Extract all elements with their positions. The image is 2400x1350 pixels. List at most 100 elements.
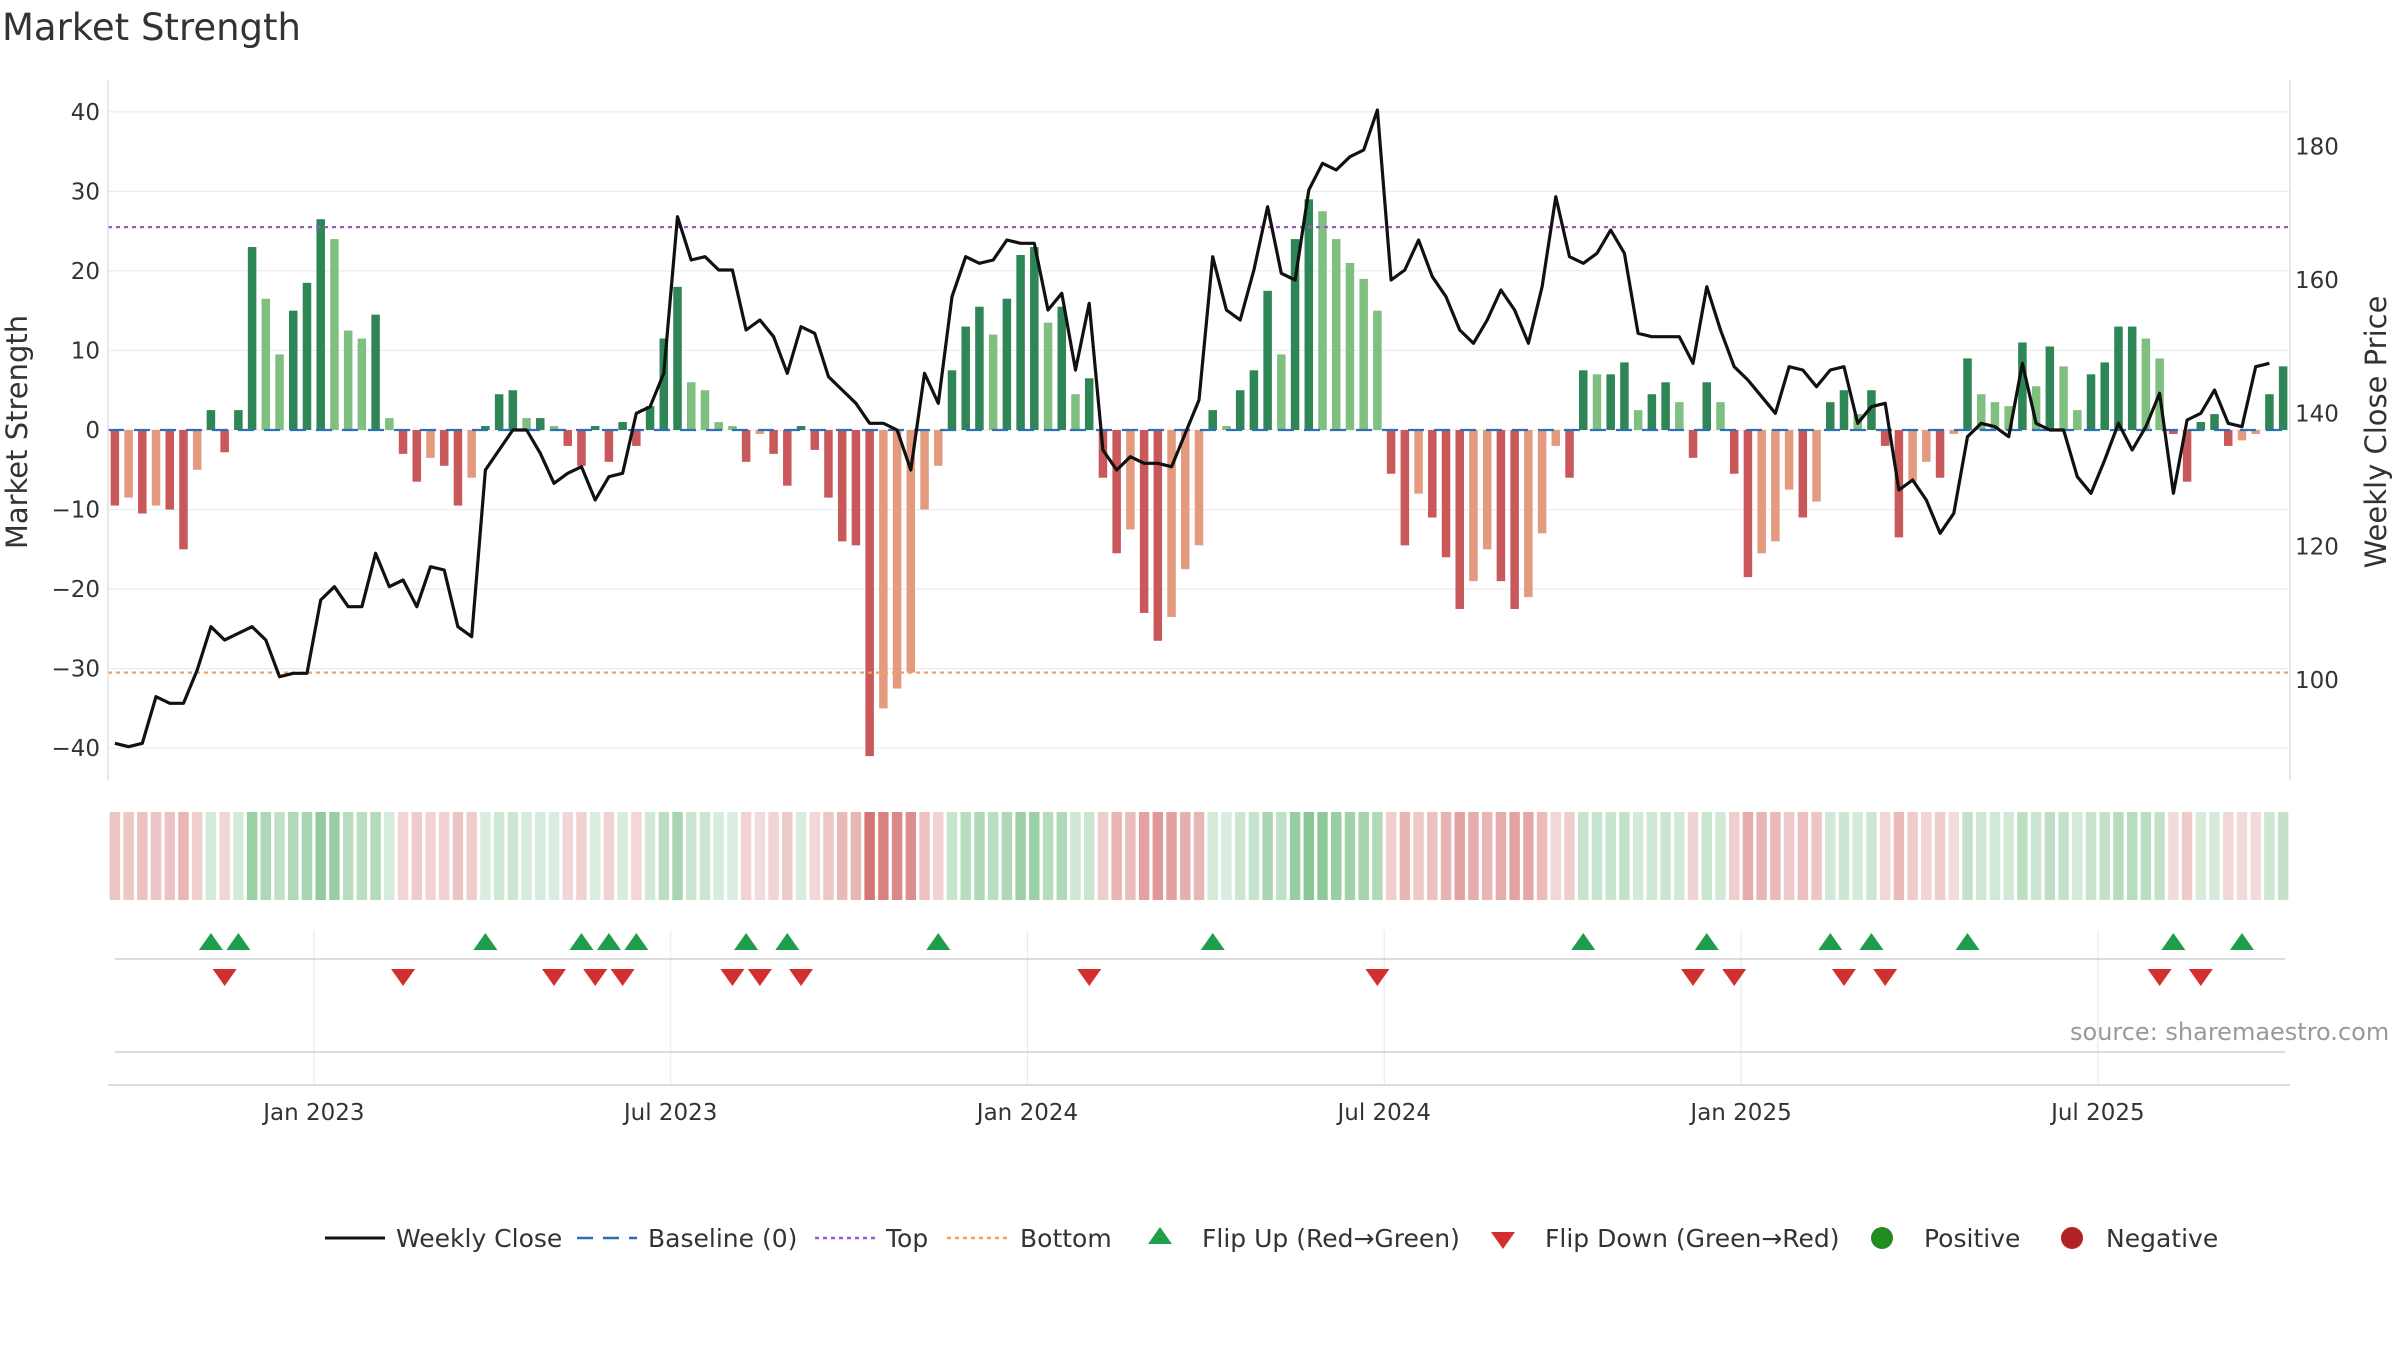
strip-cell <box>137 812 148 900</box>
flip-down-marker <box>1681 969 1706 986</box>
strip-cell <box>589 812 601 900</box>
flip-up-marker <box>596 933 621 950</box>
strength-bar <box>151 430 161 506</box>
flip-up-marker <box>1818 933 1843 950</box>
strip-cell <box>1523 812 1534 900</box>
strength-bar <box>2127 326 2137 430</box>
strength-bar <box>1400 430 1410 546</box>
strip-cell <box>301 812 313 900</box>
strength-bar <box>2223 430 2233 446</box>
strength-bar <box>1373 310 1382 430</box>
strength-bar <box>1757 430 1766 554</box>
strip-cell <box>617 812 628 900</box>
strength-bar <box>769 430 778 454</box>
strength-bar <box>755 430 765 434</box>
strength-bar <box>714 422 723 430</box>
strength-bar <box>481 426 490 430</box>
flip-up-marker <box>1571 933 1596 950</box>
strip-cell <box>768 812 779 900</box>
strip-cell <box>1770 812 1781 900</box>
legend-label: Flip Up (Red→Green) <box>1202 1224 1460 1253</box>
strength-bar <box>1963 358 1972 430</box>
strip-cell <box>1056 812 1067 900</box>
flip-down-marker <box>2188 969 2213 986</box>
right-tick-label: 120 <box>2295 535 2339 561</box>
strip-cell <box>987 812 999 900</box>
strip-cell <box>754 812 766 900</box>
strength-bar <box>165 430 175 510</box>
flip-down-marker <box>391 969 416 986</box>
strength-bar <box>2169 430 2178 434</box>
flip-down-marker <box>747 969 772 986</box>
x-tick-label: Jul 2023 <box>622 1100 718 1126</box>
strip-cell <box>1879 812 1891 900</box>
strip-cell <box>1907 812 1918 900</box>
flip-down-marker <box>1722 969 1747 986</box>
strip-cell <box>1358 812 1369 900</box>
weekly-close-line <box>114 108 2270 749</box>
strip-cell <box>2058 812 2069 900</box>
strength-bar <box>604 430 614 462</box>
strength-bar <box>1647 394 1657 430</box>
strip-cell <box>1221 812 1232 900</box>
legend-label: Weekly Close <box>396 1224 562 1253</box>
strength-bar <box>1784 430 1794 490</box>
strip-cell <box>2223 812 2234 900</box>
strength-bars <box>110 199 2288 757</box>
strength-bar <box>494 394 504 430</box>
strength-bar <box>1976 394 1986 430</box>
strip-cell <box>1783 812 1795 900</box>
strength-bar <box>1935 430 1945 478</box>
strength-bar <box>1606 374 1615 430</box>
strip-cell <box>548 812 560 900</box>
strength-bar <box>1139 430 1149 613</box>
left-tick-label: 20 <box>71 259 100 285</box>
flip-up-marker <box>624 933 649 950</box>
strength-bar <box>1908 430 1917 482</box>
strip-cell <box>1742 812 1754 900</box>
strip-cell <box>2113 812 2124 900</box>
strength-bar <box>645 406 655 430</box>
strength-bar <box>1743 430 1753 578</box>
strength-bar <box>1551 430 1561 446</box>
strength-bar <box>1633 410 1643 430</box>
strength-bar <box>1716 402 1725 430</box>
strength-bar <box>261 298 271 430</box>
weekly-close-series <box>114 108 2270 749</box>
strip-cell <box>150 812 162 900</box>
strip-cell <box>246 812 258 900</box>
strength-bar <box>1524 430 1533 598</box>
strip-cell <box>1344 812 1356 900</box>
strength-bar <box>2059 366 2068 430</box>
strip-cell <box>974 812 985 900</box>
strip-cell <box>1166 812 1177 900</box>
strip-cell <box>699 812 711 900</box>
strength-bar <box>2086 374 2096 430</box>
strength-bar <box>1263 290 1272 430</box>
x-tick-label: Jan 2023 <box>261 1100 364 1126</box>
strip-cell <box>946 812 958 900</box>
strip-cell <box>836 812 848 900</box>
strength-bar <box>783 430 792 486</box>
strip-cell <box>658 812 670 900</box>
right-axis-title: Weekly Close Price <box>2359 296 2393 569</box>
strip-cell <box>933 812 944 900</box>
strength-bar <box>879 430 888 709</box>
strength-bar <box>741 430 751 462</box>
strip-cell <box>466 812 477 900</box>
flip-down-marker <box>583 969 608 986</box>
strength-bar <box>206 410 216 430</box>
strip-cell <box>1646 812 1658 900</box>
strip-cell <box>2250 812 2261 900</box>
strip-cell <box>2017 812 2028 900</box>
strength-bar <box>110 430 120 506</box>
strength-bar <box>247 247 257 430</box>
strip-cell <box>1070 812 1081 900</box>
strength-bar <box>2210 414 2219 430</box>
strip-cell <box>631 812 642 900</box>
strength-bar <box>1057 306 1067 430</box>
strip-cell <box>1536 812 1548 900</box>
right-tick-label: 160 <box>2295 268 2339 294</box>
strength-bar <box>138 430 147 514</box>
strength-bar <box>1167 430 1176 617</box>
